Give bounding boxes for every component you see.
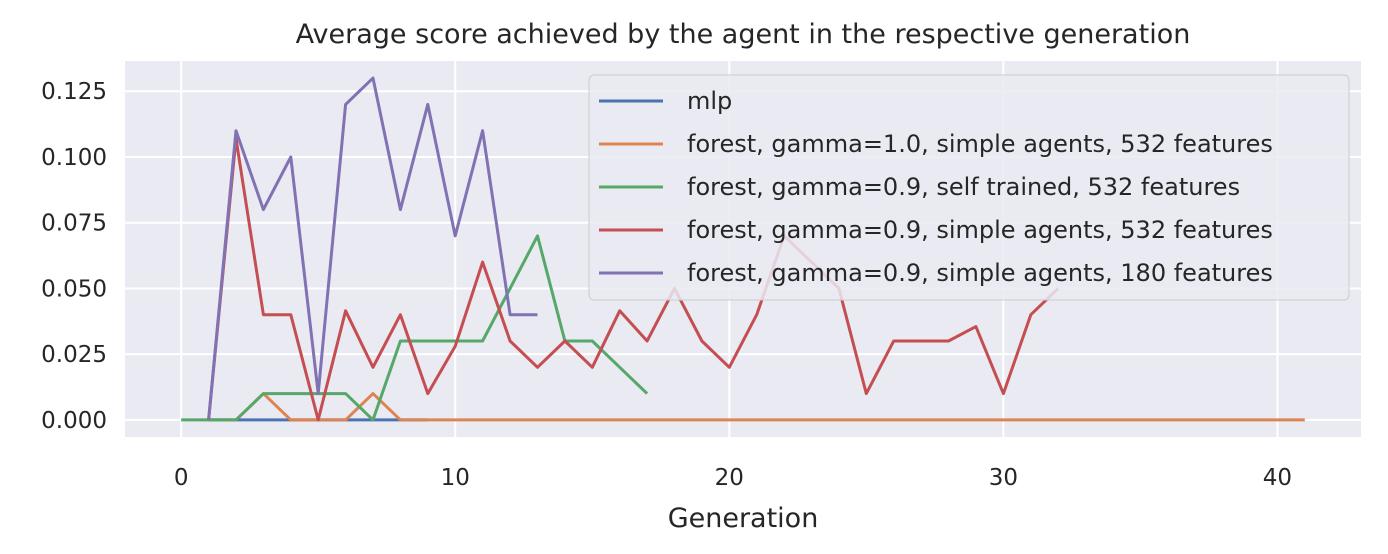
x-tick-label: 20: [715, 465, 744, 491]
series-line: [181, 234, 649, 422]
y-tick-label: 0.100: [41, 145, 107, 171]
x-tick-label: 10: [441, 465, 470, 491]
y-tick-label: 0.050: [41, 276, 107, 302]
x-tick-label: 30: [989, 465, 1018, 491]
chart-title: Average score achieved by the agent in t…: [296, 19, 1191, 50]
series-line: [207, 137, 1060, 422]
legend-label: forest, gamma=0.9, self trained, 532 fea…: [687, 173, 1240, 201]
y-tick-label: 0.075: [41, 211, 107, 237]
legend-box: [588, 74, 1350, 301]
x-axis-label: Generation: [668, 503, 819, 534]
legend-label: mlp: [687, 87, 732, 115]
x-tick-label: 0: [174, 465, 189, 491]
y-axis-ticks: 0.000 0.025 0.050 0.075 0.100 0.125: [41, 79, 107, 434]
series-line: [208, 392, 1305, 422]
legend-label: forest, gamma=0.9, simple agents, 532 fe…: [687, 216, 1273, 244]
legend-label: forest, gamma=0.9, simple agents, 180 fe…: [687, 259, 1273, 287]
x-axis-ticks: 0 10 20 30 40: [174, 465, 1292, 491]
y-tick-label: 0.000: [41, 408, 107, 434]
series-line: [207, 76, 538, 421]
series-lines: [181, 76, 1305, 422]
y-tick-label: 0.125: [41, 79, 107, 105]
legend: mlp forest, gamma=1.0, simple agents, 532…: [588, 74, 1350, 301]
y-tick-label: 0.025: [41, 342, 107, 368]
legend-label: forest, gamma=1.0, simple agents, 532 fe…: [687, 130, 1273, 158]
x-tick-label: 40: [1263, 465, 1292, 491]
